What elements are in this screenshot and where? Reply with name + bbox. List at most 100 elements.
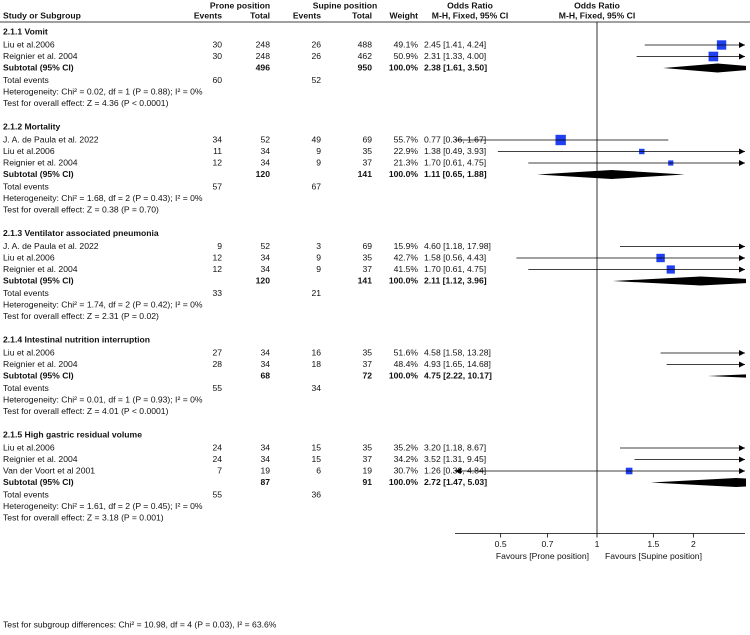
x-tick-label: 1.5 <box>647 539 659 549</box>
overall-effect: Test for overall effect: Z = 3.18 (P = 0… <box>3 512 164 522</box>
supine-total: 35 <box>362 252 372 262</box>
odds-ratio-ci: 4.58 [1.58, 13.28] <box>424 347 491 357</box>
odds-ratio-ci: 1.38 [0.49, 3.93] <box>424 146 486 156</box>
prone-total: 34 <box>260 146 270 156</box>
supine-total: 35 <box>362 442 372 452</box>
plot-method-header: M-H, Fixed, 95% CI <box>559 10 635 20</box>
weight: 34.2% <box>394 454 419 464</box>
total-events-prone: 55 <box>212 489 222 499</box>
prone-events: 27 <box>212 347 222 357</box>
supine-events: 26 <box>311 51 321 61</box>
prone-header: Prone position <box>210 0 270 10</box>
subtotal-label: Subtotal (95% CI) <box>3 477 74 487</box>
ci-arrow <box>739 53 745 60</box>
subgroup-differences: Test for subgroup differences: Chi² = 10… <box>3 619 277 629</box>
odds-ratio-ci: 1.70 [0.61, 4.75] <box>424 157 486 167</box>
plot-area <box>537 40 746 487</box>
supine-header: Supine position <box>313 0 377 10</box>
ci-arrow <box>739 361 745 368</box>
subtotal-ci: 2.38 [1.61, 3.50] <box>424 62 487 72</box>
weight-header: Weight <box>390 10 419 20</box>
favours-left: Favours [Prone position] <box>496 551 589 561</box>
prone-events: 30 <box>212 51 222 61</box>
supine-events: 49 <box>311 134 321 144</box>
odds-ratio-ci: 2.31 [1.33, 4.00] <box>424 51 486 61</box>
prone-total: 34 <box>260 252 270 262</box>
subtotal-prone: 120 <box>256 275 271 285</box>
study-name: Liu et al.2006 <box>3 146 55 156</box>
supine-total: 37 <box>362 454 372 464</box>
ci-arrow <box>739 148 745 155</box>
weight: 48.4% <box>394 359 419 369</box>
weight: 50.9% <box>394 51 419 61</box>
ci-arrow <box>739 42 745 48</box>
odds-ratio-ci: 4.93 [1.65, 14.68] <box>424 359 491 369</box>
subtotal-supine: 91 <box>362 477 372 487</box>
weight: 42.7% <box>394 252 419 262</box>
events-header: Events <box>194 10 222 20</box>
study-name: Reignier et al. 2004 <box>3 157 78 167</box>
subtotal-ci: 4.75 [2.22, 10.17] <box>424 370 492 380</box>
subtotal-ci: 2.11 [1.12, 3.96] <box>424 275 487 285</box>
subtotal-diamond <box>707 374 746 378</box>
total-events-prone: 57 <box>212 181 222 191</box>
plot-header: Odds Ratio <box>574 0 620 10</box>
total-events-prone: 60 <box>212 75 222 85</box>
subtotal-supine: 141 <box>358 275 373 285</box>
ci-arrow <box>739 445 745 451</box>
heterogeneity: Heterogeneity: Chi² = 0.01, df = 1 (P = … <box>3 394 203 404</box>
events-header: Events <box>293 10 321 20</box>
x-tick-label: 1 <box>595 539 600 549</box>
favours-right: Favours [Supine position] <box>605 551 702 561</box>
study-name: Reignier et al. 2004 <box>3 51 78 61</box>
total-events-label: Total events <box>3 489 49 499</box>
ci-arrow <box>739 468 745 474</box>
prone-total: 34 <box>260 157 270 167</box>
subgroup-title: 2.1.1 Vomit <box>3 26 48 36</box>
ci-arrow <box>455 468 461 474</box>
subgroup-title: 2.1.4 Intestinal nutrition interruption <box>3 334 150 344</box>
prone-total: 34 <box>260 347 270 357</box>
prone-total: 34 <box>260 442 270 452</box>
supine-total: 35 <box>362 347 372 357</box>
ci-arrow <box>739 350 745 356</box>
study-name: Reignier et al. 2004 <box>3 359 78 369</box>
prone-total: 248 <box>256 51 271 61</box>
prone-total: 34 <box>260 264 270 274</box>
supine-events: 9 <box>316 146 321 156</box>
total-events-supine: 36 <box>311 489 321 499</box>
subtotal-label: Subtotal (95% CI) <box>3 275 74 285</box>
supine-total: 19 <box>362 465 372 475</box>
total-events-label: Total events <box>3 181 49 191</box>
subtotal-weight: 100.0% <box>389 477 419 487</box>
prone-events: 24 <box>212 442 222 452</box>
x-tick-label: 2 <box>691 539 696 549</box>
total-events-prone: 55 <box>212 383 222 393</box>
supine-events: 15 <box>311 442 321 452</box>
supine-total: 69 <box>362 134 372 144</box>
subtotal-diamond <box>537 170 685 179</box>
supine-total: 462 <box>358 51 373 61</box>
overall-effect: Test for overall effect: Z = 2.31 (P = 0… <box>3 311 159 321</box>
supine-events: 15 <box>311 454 321 464</box>
supine-total: 488 <box>358 39 373 49</box>
subtotal-prone: 120 <box>256 169 271 179</box>
weight: 21.3% <box>394 157 419 167</box>
prone-total: 248 <box>256 39 271 49</box>
subtotal-label: Subtotal (95% CI) <box>3 370 74 380</box>
odds-ratio-ci: 1.70 [0.61, 4.75] <box>424 264 486 274</box>
total-header: Total <box>352 10 372 20</box>
supine-total: 37 <box>362 359 372 369</box>
prone-events: 12 <box>212 157 222 167</box>
supine-total: 69 <box>362 241 372 251</box>
subtotal-prone: 87 <box>260 477 270 487</box>
subgroup-title: 2.1.2 Mortality <box>3 121 61 131</box>
subgroup-title: 2.1.3 Ventilator associated pneumonia <box>3 228 159 238</box>
prone-events: 34 <box>212 134 222 144</box>
subtotal-ci: 2.72 [1.47, 5.03] <box>424 477 487 487</box>
study-header: Study or Subgroup <box>3 10 81 20</box>
x-tick-label: 0.7 <box>541 539 553 549</box>
total-events-label: Total events <box>3 75 49 85</box>
subtotal-supine: 950 <box>358 62 373 72</box>
supine-events: 9 <box>316 252 321 262</box>
